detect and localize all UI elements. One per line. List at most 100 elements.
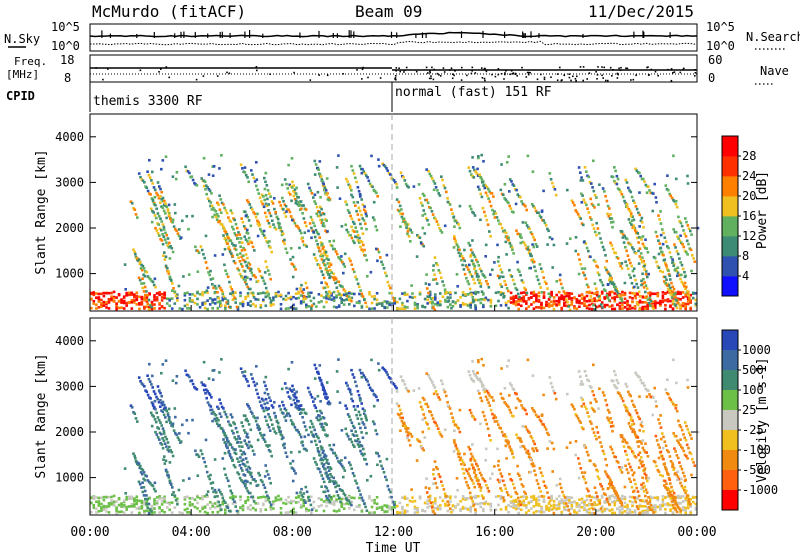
- power-cell: [209, 303, 212, 306]
- power-cell: [373, 201, 376, 204]
- power-cell: [269, 246, 272, 249]
- velocity-cell: [323, 510, 326, 513]
- velocity-cell: [152, 415, 155, 418]
- velocity-cell: [682, 509, 685, 512]
- power-cell: [262, 292, 265, 295]
- velocity-cell: [579, 375, 582, 378]
- power-cell: [673, 288, 676, 291]
- freq-dot: [528, 74, 530, 76]
- power-cell: [500, 223, 503, 226]
- power-cell: [571, 303, 574, 306]
- power-cell: [599, 297, 602, 300]
- power-cell: [335, 306, 338, 309]
- power-cell: [108, 298, 111, 301]
- power-cell: [602, 187, 605, 190]
- freq-dot: [429, 78, 431, 80]
- power-cell: [292, 256, 295, 259]
- velocity-cell: [560, 487, 563, 490]
- velocity-cell: [401, 508, 404, 511]
- power-cell: [378, 251, 381, 254]
- power-cell: [566, 242, 569, 245]
- velocity-cell: [358, 497, 361, 500]
- power-cell: [166, 297, 169, 300]
- power-cell: [641, 306, 644, 309]
- power-cell: [120, 306, 123, 309]
- power-cell: [500, 304, 503, 307]
- velocity-cell: [161, 497, 164, 500]
- power-cell: [502, 276, 505, 279]
- velocity-cell: [624, 505, 627, 508]
- velocity-cell: [487, 392, 490, 395]
- freq-dot: [694, 75, 696, 77]
- freq-dot: [601, 75, 603, 77]
- power-cell: [154, 204, 157, 207]
- power-cell: [280, 303, 283, 306]
- velocity-cell: [448, 503, 451, 506]
- power-cell: [652, 192, 655, 195]
- velocity-cell: [481, 494, 484, 497]
- power-cell: [296, 196, 299, 199]
- power-cell: [527, 155, 530, 158]
- velocity-cell: [543, 511, 546, 514]
- freq-dot: [444, 71, 446, 73]
- velocity-cell: [158, 419, 161, 422]
- freq-dot: [367, 77, 369, 79]
- power-cell: [649, 305, 652, 308]
- power-cell: [382, 263, 385, 266]
- power-cell: [354, 204, 357, 207]
- power-cell: [586, 247, 589, 250]
- velocity-cell: [123, 511, 126, 514]
- power-cell: [609, 305, 612, 308]
- velocity-cell: [476, 477, 479, 480]
- power-cell: [674, 269, 677, 272]
- velocity-cell: [411, 496, 414, 499]
- power-cell: [662, 294, 665, 297]
- power-cell: [575, 236, 578, 239]
- power-cell: [667, 299, 670, 302]
- velocity-cell: [163, 432, 166, 435]
- velocity-cell: [350, 504, 353, 507]
- power-cell: [298, 247, 301, 250]
- power-cell: [361, 306, 364, 309]
- power-cell: [648, 302, 651, 305]
- velocity-cell: [194, 498, 197, 501]
- velocity-cell: [346, 384, 349, 387]
- velocity-cell: [166, 501, 169, 504]
- velocity-cell: [464, 477, 467, 480]
- power-cell: [248, 267, 251, 270]
- power-cell: [609, 294, 612, 297]
- velocity-cell: [621, 495, 624, 498]
- velocity-cell: [239, 496, 242, 499]
- power-cell: [105, 301, 108, 304]
- power-cell: [320, 281, 323, 284]
- power-cell: [429, 207, 432, 210]
- power-cell: [350, 226, 353, 229]
- freq-dot: [438, 74, 440, 76]
- velocity-cell: [590, 422, 593, 425]
- power-cell: [350, 263, 353, 266]
- velocity-cell: [490, 409, 493, 412]
- power-cell: [580, 263, 583, 266]
- power-cell: [240, 263, 243, 266]
- power-cell: [157, 232, 160, 235]
- velocity-cell: [217, 511, 220, 514]
- power-cell: [330, 263, 333, 266]
- power-cell: [253, 296, 256, 299]
- velocity-cell: [354, 480, 357, 483]
- freq-dot: [256, 66, 258, 68]
- power-cell: [428, 223, 431, 226]
- power-cell: [163, 307, 166, 310]
- power-cell: [358, 219, 361, 222]
- power-cell: [480, 298, 483, 301]
- velocity-cell: [204, 506, 207, 509]
- velocity-cell: [320, 504, 323, 507]
- velocity-cell: [163, 511, 166, 514]
- power-cell: [473, 282, 476, 285]
- power-cell: [168, 214, 171, 217]
- power-cell: [594, 231, 597, 234]
- power-cell: [447, 201, 450, 204]
- power-cell: [560, 307, 563, 310]
- power-cell: [661, 251, 664, 254]
- power-cell: [236, 306, 239, 309]
- power-cell: [638, 172, 641, 175]
